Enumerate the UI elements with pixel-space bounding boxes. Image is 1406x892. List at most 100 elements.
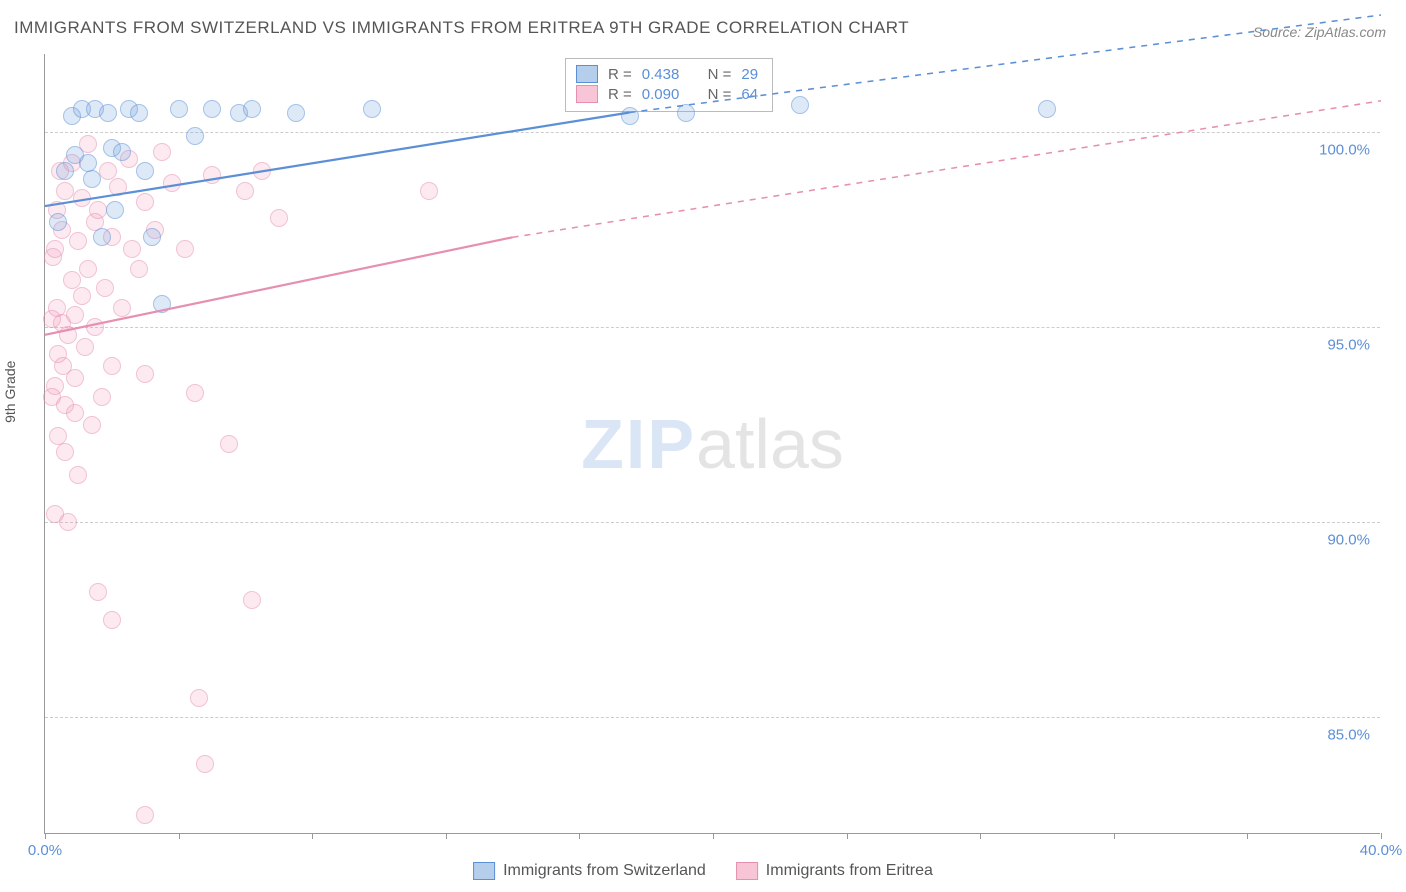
data-point-eritrea	[93, 388, 111, 406]
n-label: N =	[708, 66, 732, 83]
data-point-eritrea	[73, 189, 91, 207]
x-tick	[179, 833, 180, 839]
gridline	[45, 327, 1380, 328]
x-tick	[1247, 833, 1248, 839]
x-tick	[713, 833, 714, 839]
x-tick	[312, 833, 313, 839]
data-point-eritrea	[109, 178, 127, 196]
data-point-eritrea	[136, 806, 154, 824]
y-tick-label: 100.0%	[1319, 142, 1370, 159]
data-point-switzerland	[791, 96, 809, 114]
x-tick	[446, 833, 447, 839]
data-point-switzerland	[186, 127, 204, 145]
x-tick	[1114, 833, 1115, 839]
data-point-switzerland	[130, 104, 148, 122]
gridline	[45, 132, 1380, 133]
data-point-eritrea	[243, 591, 261, 609]
gridline	[45, 717, 1380, 718]
data-point-eritrea	[73, 287, 91, 305]
n-label: N =	[708, 86, 732, 103]
r-label: R =	[608, 66, 632, 83]
x-tick	[847, 833, 848, 839]
data-point-switzerland	[143, 228, 161, 246]
data-point-eritrea	[103, 357, 121, 375]
data-point-switzerland	[93, 228, 111, 246]
legend-swatch-icon	[736, 862, 758, 880]
legend-item: Immigrants from Eritrea	[736, 862, 933, 880]
data-point-eritrea	[79, 260, 97, 278]
data-point-switzerland	[287, 104, 305, 122]
data-point-eritrea	[136, 193, 154, 211]
data-point-eritrea	[46, 240, 64, 258]
data-point-eritrea	[96, 279, 114, 297]
data-point-eritrea	[203, 166, 221, 184]
x-tick	[45, 833, 46, 839]
data-point-eritrea	[54, 357, 72, 375]
chart-title: IMMIGRANTS FROM SWITZERLAND VS IMMIGRANT…	[14, 18, 909, 38]
series-legend: Immigrants from Switzerland Immigrants fr…	[473, 862, 933, 880]
data-point-eritrea	[66, 404, 84, 422]
data-point-switzerland	[243, 100, 261, 118]
data-point-eritrea	[59, 326, 77, 344]
data-point-eritrea	[196, 755, 214, 773]
data-point-switzerland	[203, 100, 221, 118]
data-point-switzerland	[56, 162, 74, 180]
legend-item: Immigrants from Switzerland	[473, 862, 706, 880]
legend-swatch-icon	[576, 65, 598, 83]
data-point-eritrea	[123, 240, 141, 258]
legend-row: R = 0.090 N = 64	[576, 85, 758, 103]
data-point-switzerland	[99, 104, 117, 122]
data-point-eritrea	[236, 182, 254, 200]
data-point-switzerland	[83, 170, 101, 188]
legend-label: Immigrants from Eritrea	[766, 862, 933, 880]
data-point-switzerland	[1038, 100, 1056, 118]
data-point-eritrea	[420, 182, 438, 200]
data-point-eritrea	[56, 443, 74, 461]
data-point-eritrea	[86, 318, 104, 336]
x-tick	[1381, 833, 1382, 839]
n-value: 64	[741, 86, 758, 103]
data-point-eritrea	[113, 299, 131, 317]
data-point-switzerland	[677, 104, 695, 122]
data-point-eritrea	[136, 365, 154, 383]
data-point-eritrea	[220, 435, 238, 453]
legend-row: R = 0.438 N = 29	[576, 65, 758, 83]
legend-swatch-icon	[473, 862, 495, 880]
watermark: ZIPatlas	[581, 404, 844, 484]
data-point-eritrea	[89, 583, 107, 601]
data-point-eritrea	[176, 240, 194, 258]
n-value: 29	[741, 66, 758, 83]
source-prefix: Source:	[1253, 24, 1305, 40]
y-tick-label: 95.0%	[1327, 337, 1370, 354]
x-tick	[579, 833, 580, 839]
correlation-legend: R = 0.438 N = 29 R = 0.090 N = 64	[565, 58, 773, 112]
y-axis-label: 9th Grade	[2, 361, 18, 423]
data-point-switzerland	[621, 107, 639, 125]
data-point-eritrea	[69, 466, 87, 484]
data-point-eritrea	[163, 174, 181, 192]
data-point-eritrea	[270, 209, 288, 227]
data-point-switzerland	[136, 162, 154, 180]
x-tick	[980, 833, 981, 839]
data-point-eritrea	[56, 182, 74, 200]
data-point-switzerland	[106, 201, 124, 219]
data-point-switzerland	[49, 213, 67, 231]
y-tick-label: 85.0%	[1327, 727, 1370, 744]
x-tick-label: 0.0%	[28, 842, 62, 859]
data-point-switzerland	[363, 100, 381, 118]
x-tick-label: 40.0%	[1360, 842, 1403, 859]
scatter-plot-area: ZIPatlas R = 0.438 N = 29 R = 0.090 N = 64 85…	[44, 54, 1380, 834]
source-attribution: Source: ZipAtlas.com	[1253, 24, 1386, 40]
r-label: R =	[608, 86, 632, 103]
legend-label: Immigrants from Switzerland	[503, 862, 706, 880]
y-tick-label: 90.0%	[1327, 532, 1370, 549]
data-point-eritrea	[89, 201, 107, 219]
data-point-eritrea	[153, 143, 171, 161]
data-point-switzerland	[170, 100, 188, 118]
data-point-eritrea	[46, 505, 64, 523]
r-value: 0.438	[642, 66, 680, 83]
data-point-switzerland	[113, 143, 131, 161]
r-value: 0.090	[642, 86, 680, 103]
data-point-switzerland	[153, 295, 171, 313]
legend-swatch-icon	[576, 85, 598, 103]
